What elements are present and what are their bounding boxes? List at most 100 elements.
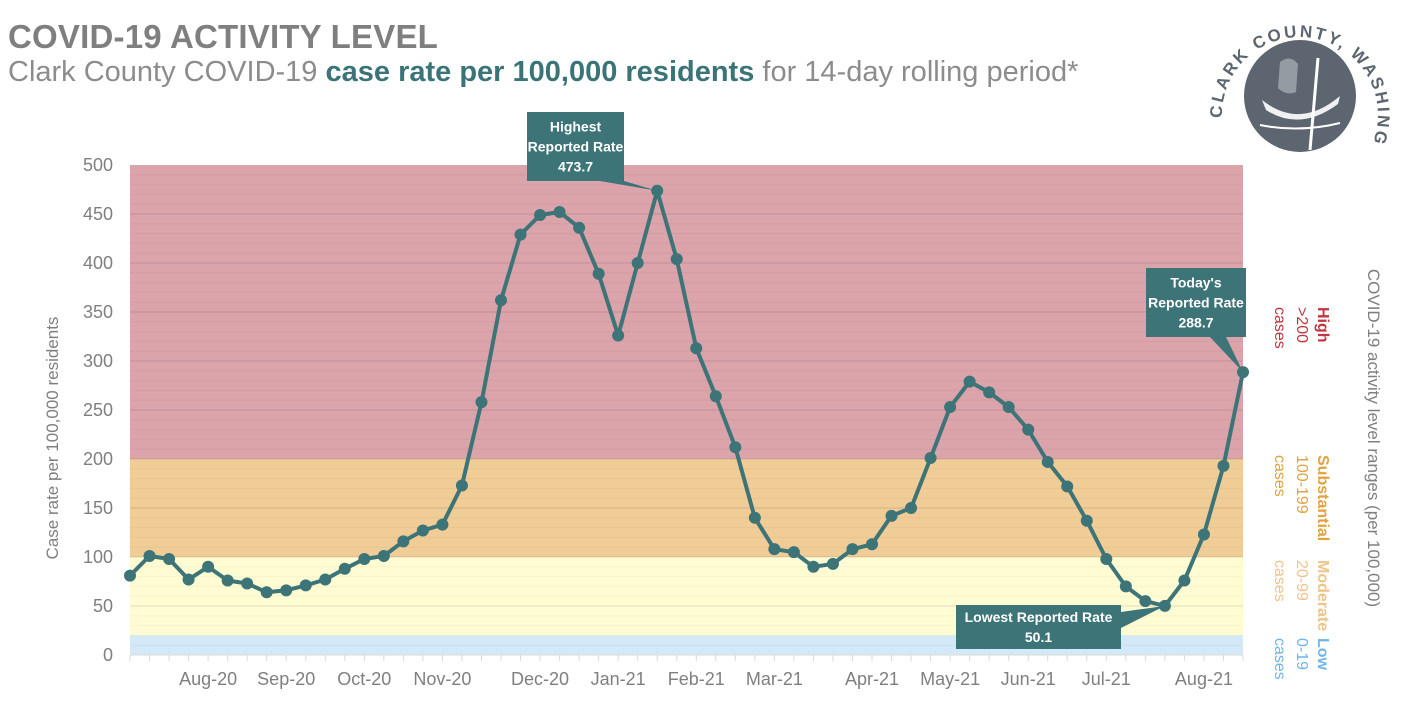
- y-axis-tick-labels: 0 50 100 150 200 250 300 350 400 450 500: [83, 155, 113, 665]
- data-point: [319, 573, 332, 586]
- data-point: [592, 267, 605, 280]
- callout-lowest-pointer: [1121, 605, 1165, 628]
- callout-highest-text: Reported Rate: [528, 139, 624, 155]
- subtitle-prefix: Clark County COVID-19: [8, 56, 326, 88]
- data-point: [670, 253, 683, 266]
- x-tick-label: Jun-21: [1001, 669, 1056, 689]
- data-point: [475, 396, 488, 409]
- legend-moderate-name: Moderate: [1314, 560, 1331, 631]
- series-line: [124, 184, 1249, 612]
- data-point: [612, 329, 625, 342]
- data-point: [1139, 595, 1152, 608]
- y-tick-label: 500: [83, 155, 113, 175]
- data-point: [338, 562, 351, 575]
- y-tick-label: 150: [83, 498, 113, 518]
- data-point: [514, 228, 527, 241]
- data-point: [807, 560, 820, 573]
- callout-lowest-text: 50.1: [1025, 629, 1052, 645]
- y-tick-label: 400: [83, 253, 113, 273]
- legend-high-name: High: [1314, 307, 1331, 343]
- legend-substantial-text: 100-199: [1293, 455, 1310, 514]
- data-point: [826, 557, 839, 570]
- x-tick-label: Aug-20: [179, 669, 237, 689]
- callout-highest-text: 473.7: [558, 159, 593, 175]
- x-tick-label: Feb-21: [668, 669, 725, 689]
- data-point: [416, 524, 429, 537]
- data-point: [1002, 401, 1015, 414]
- data-point: [709, 390, 722, 403]
- data-point: [690, 342, 703, 355]
- series-line-path: [128, 188, 1245, 608]
- y-tick-label: 250: [83, 400, 113, 420]
- data-point: [787, 546, 800, 559]
- x-tick-label: Sep-20: [257, 669, 315, 689]
- page-subtitle: Clark County COVID-19 case rate per 100,…: [8, 56, 1078, 89]
- data-point: [163, 552, 176, 565]
- data-point: [905, 502, 918, 514]
- callout-today-pointer: [1210, 337, 1243, 373]
- y-tick-label: 50: [93, 596, 113, 616]
- data-point: [1022, 423, 1035, 436]
- data-point: [280, 584, 293, 597]
- data-point: [124, 569, 136, 582]
- x-tick-label: Nov-20: [413, 669, 471, 689]
- data-point: [143, 550, 156, 563]
- data-point: [182, 573, 195, 586]
- callout-lowest-text: Lowest Reported Rate: [965, 609, 1113, 625]
- y-tick-label: 200: [83, 449, 113, 469]
- subtitle-highlight: case rate per 100,000 residents: [325, 56, 755, 88]
- data-point: [1197, 528, 1210, 541]
- callout-highest-pointer: [600, 181, 658, 191]
- y-tick-label: 350: [83, 302, 113, 322]
- clark-county-logo: CLARK COUNTY, WASHINGTON: [1200, 0, 1391, 152]
- data-point: [748, 511, 761, 524]
- data-point: [768, 543, 781, 556]
- data-point: [1041, 455, 1054, 468]
- data-point: [202, 560, 215, 573]
- callout-today-text: Reported Rate: [1148, 295, 1244, 311]
- legend-moderate-text: cases: [1271, 560, 1288, 602]
- data-point: [573, 221, 586, 234]
- canoe-paddler-seal-icon: [1244, 40, 1356, 152]
- x-axis-tick-labels: Aug-20 Sep-20 Oct-20 Nov-20 Dec-20 Jan-21 Feb-…: [179, 669, 1233, 689]
- data-point: [729, 441, 742, 454]
- data-point: [377, 550, 390, 563]
- callout-highest: [527, 112, 624, 181]
- y-tick-label: 450: [83, 204, 113, 224]
- data-point: [983, 386, 996, 399]
- data-point: [455, 479, 468, 492]
- x-tick-label: Mar-21: [746, 669, 803, 689]
- legend-high-text: >200: [1293, 307, 1310, 343]
- x-tick-label: Aug-21: [1175, 669, 1233, 689]
- y-tick-label: 300: [83, 351, 113, 371]
- data-point: [299, 579, 312, 592]
- data-point: [358, 552, 371, 565]
- data-point: [436, 518, 449, 531]
- callout-today: [1146, 268, 1246, 337]
- x-tick-label: Jan-21: [591, 669, 646, 689]
- data-point: [1217, 459, 1230, 472]
- legend-moderate-text: 20-99: [1293, 560, 1310, 601]
- legend-substantial-name: Substantial: [1314, 455, 1331, 541]
- data-point: [260, 586, 273, 599]
- callout-highest-text: Highest: [550, 119, 602, 135]
- callout-today-text: 288.7: [1178, 315, 1213, 331]
- x-tick-label: Jul-21: [1082, 669, 1131, 689]
- legend-low-text: cases: [1271, 638, 1288, 680]
- y-axis-label: Case rate per 100,000 residents: [43, 317, 62, 560]
- data-point: [944, 401, 957, 414]
- x-tick-label: Dec-20: [511, 669, 569, 689]
- legend-substantial-text: cases: [1271, 455, 1288, 497]
- data-point: [1178, 574, 1191, 587]
- data-point: [846, 543, 859, 556]
- data-point: [1119, 580, 1132, 593]
- data-point: [924, 452, 937, 465]
- callout-today-text: Today's: [1170, 275, 1222, 291]
- legend-high-text: cases: [1271, 307, 1288, 349]
- data-point: [631, 257, 644, 269]
- data-point: [553, 206, 566, 219]
- subtitle-suffix: for 14-day rolling period*: [754, 56, 1079, 88]
- data-point: [963, 375, 976, 388]
- callouts: Highest Reported Rate 473.7 Today's Reported…: [527, 112, 1246, 649]
